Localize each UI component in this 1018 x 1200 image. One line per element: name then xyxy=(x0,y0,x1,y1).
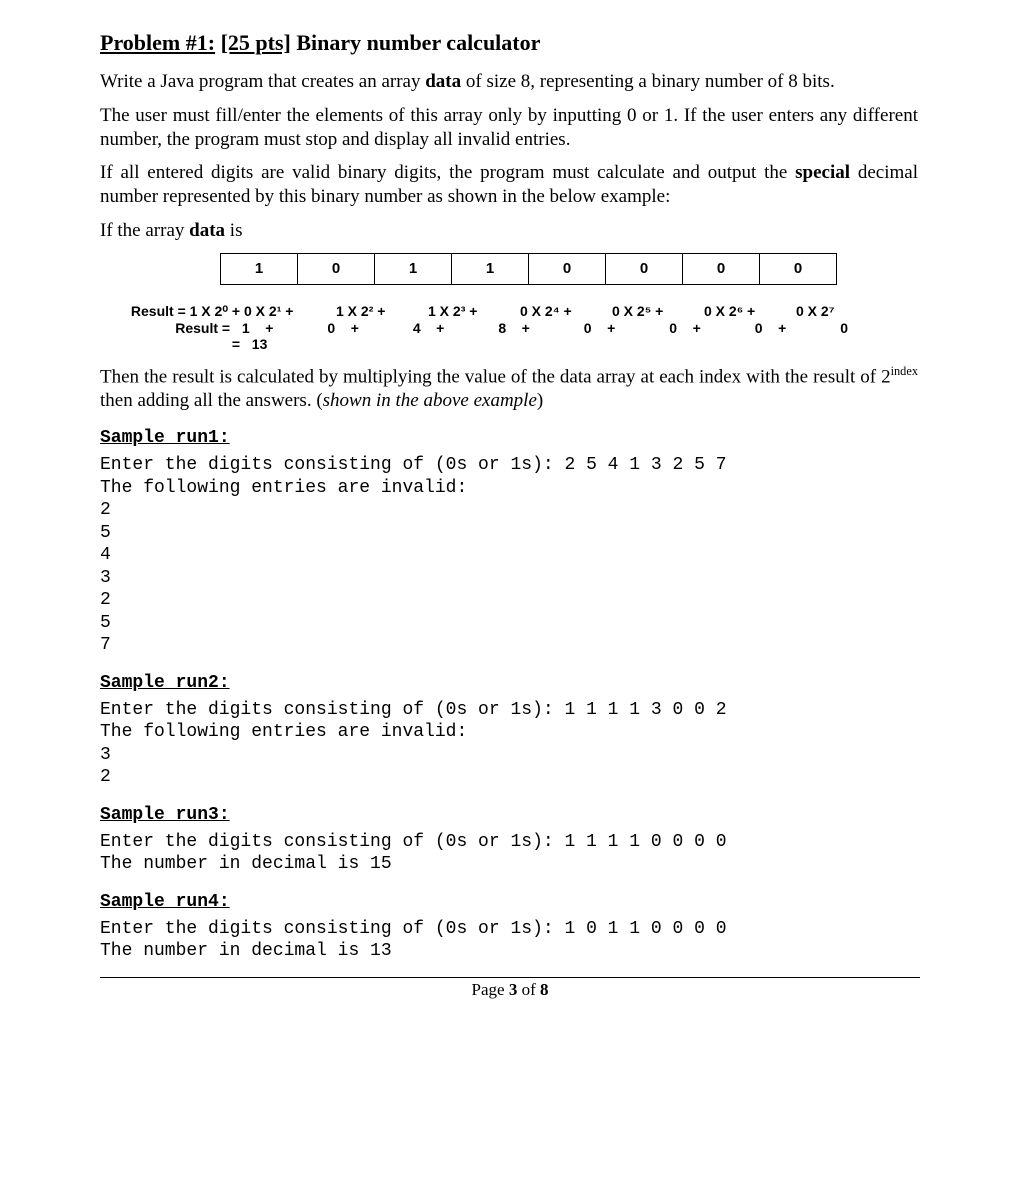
sample-run-1-output: Enter the digits consisting of (0s or 1s… xyxy=(100,454,918,657)
array-cell: 1 xyxy=(221,253,298,284)
data-array-table: 1 0 1 1 0 0 0 0 xyxy=(220,253,837,285)
paragraph-2: The user must fill/enter the elements of… xyxy=(100,104,918,152)
sample-run-4-output: Enter the digits consisting of (0s or 1s… xyxy=(100,918,918,963)
document-page: Problem #1: [25 pts] Binary number calcu… xyxy=(0,0,1018,1200)
problem-title: Problem #1: [25 pts] Binary number calcu… xyxy=(100,30,918,56)
result-calculation: Result = 1 X 2⁰ + 0 X 2¹ + 1 X 2² + 1 X … xyxy=(100,303,918,352)
array-cell: 0 xyxy=(298,253,375,284)
sample-run-2-output: Enter the digits consisting of (0s or 1s… xyxy=(100,699,918,789)
array-cell: 0 xyxy=(683,253,760,284)
array-cell: 1 xyxy=(452,253,529,284)
sample-run-2-header: Sample run2: xyxy=(100,673,918,693)
sample-run-1-header: Sample run1: xyxy=(100,428,918,448)
title-pts: [25 pts] xyxy=(221,30,291,55)
sample-run-3-header: Sample run3: xyxy=(100,805,918,825)
array-cell: 0 xyxy=(606,253,683,284)
array-cell: 1 xyxy=(375,253,452,284)
paragraph-5: Then the result is calculated by multipl… xyxy=(100,364,918,413)
paragraph-4: If the array data is xyxy=(100,219,918,243)
array-cell: 0 xyxy=(529,253,606,284)
title-problem: Problem #1: xyxy=(100,30,215,55)
paragraph-1: Write a Java program that creates an arr… xyxy=(100,70,918,94)
paragraph-3: If all entered digits are valid binary d… xyxy=(100,161,918,209)
sample-run-4-header: Sample run4: xyxy=(100,892,918,912)
sample-run-3-output: Enter the digits consisting of (0s or 1s… xyxy=(100,831,918,876)
array-cell: 0 xyxy=(760,253,837,284)
title-name: Binary number calculator xyxy=(296,30,540,55)
page-footer: Page 3 of 8 xyxy=(100,977,920,1000)
